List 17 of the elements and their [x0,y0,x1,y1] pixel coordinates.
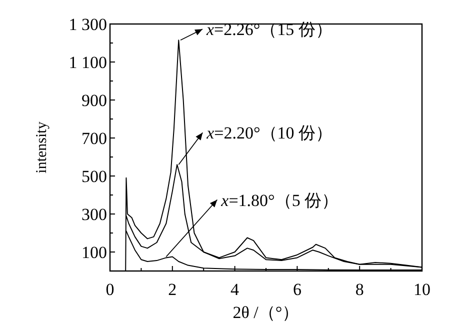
y-axis-title: intensity [34,121,50,174]
x-tick-label: 2 [168,280,177,299]
x-axis-title: 2θ /（°） [232,303,300,322]
x-tick-label: 10 [414,280,430,299]
y-tick-label: 1 100 [68,53,107,72]
x-tick-label: 8 [355,280,364,299]
y-tick-label: 100 [82,243,107,262]
x-tick-label: 4 [230,280,240,299]
y-tick-label: 900 [82,91,107,110]
x-tick-label: 6 [292,280,302,299]
y-tick-label: 300 [82,205,107,224]
y-tick-label: 700 [82,129,107,148]
annotation: x=2.20°（10 份） [206,124,333,143]
annotation: x=1.80°（5 份） [220,190,339,210]
y-tick-label: 500 [82,167,107,186]
x-tick-label: 0 [106,280,114,299]
y-tick-label: 1 300 [68,15,107,34]
